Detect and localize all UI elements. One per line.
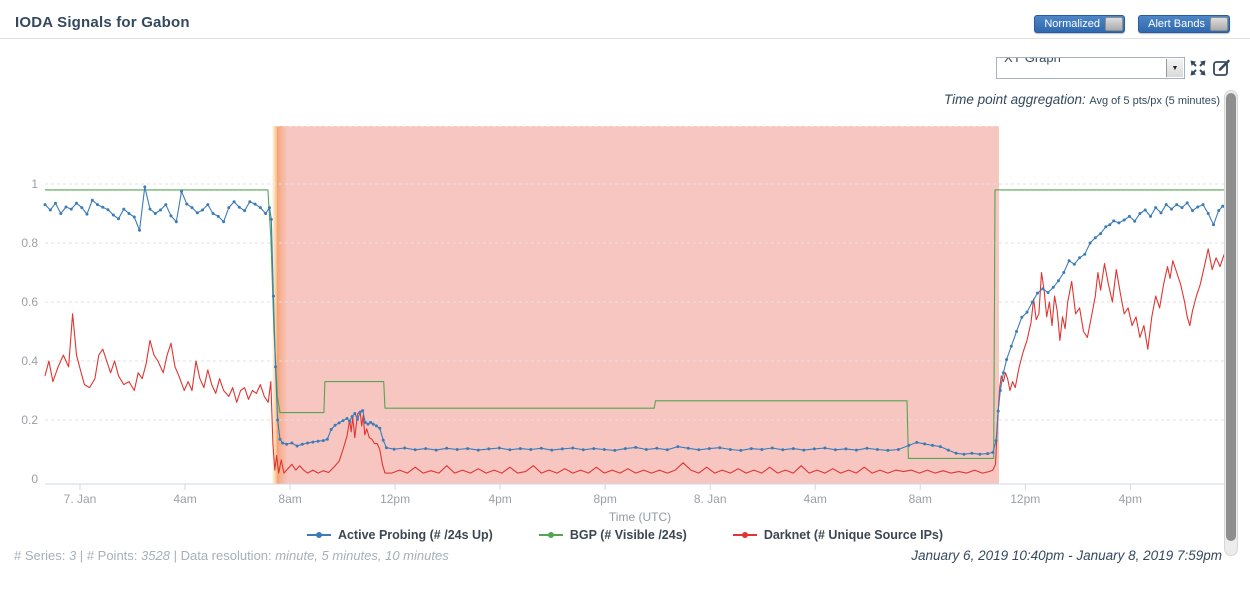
y-axis-label: 0 [31, 472, 38, 486]
points-count-value: 3528 [141, 548, 170, 563]
expand-arrows-icon [1190, 60, 1206, 76]
chevron-down-icon[interactable]: ▼ [1166, 59, 1183, 77]
series-bgp-visible-24s [45, 189, 1235, 459]
legend-dot-icon [547, 532, 554, 538]
series-count-label: # Series: [14, 548, 66, 563]
separator: | [173, 548, 177, 563]
legend-dot-icon [741, 532, 748, 538]
x-tick-label: 12pm [1010, 492, 1040, 506]
series-active-probing-24s-up [43, 185, 1237, 456]
y-axis-label: 0.4 [21, 354, 38, 368]
y-axis-label: 0.6 [21, 295, 38, 309]
series-count-value: 3 [68, 548, 77, 563]
alert-bands-toggle-button[interactable]: Alert Bands [1138, 15, 1230, 33]
legend-marker-icon [732, 532, 757, 538]
chart-type-selected-value: XY Graph [1004, 57, 1061, 65]
aggregation-label: Time point aggregation: [944, 92, 1086, 107]
legend-marker-icon [306, 532, 331, 538]
edit-chart-button[interactable] [1212, 58, 1232, 78]
band-outage-pink [276, 126, 999, 484]
x-tick-label: 8. Jan [694, 492, 727, 506]
legend-item[interactable]: Active Probing (# /24s Up) [306, 528, 493, 542]
chart-legend: Active Probing (# /24s Up) BGP (# Visible… [0, 528, 1250, 542]
series-stats: # Series: 3 | # Points: 3528 | Data reso… [14, 548, 449, 563]
data-resolution-value: minute, 5 minutes, 10 minutes [275, 548, 449, 563]
legend-item[interactable]: Darknet (# Unique Source IPs) [732, 528, 944, 542]
x-tick-label: 8am [909, 492, 932, 506]
page-title: IODA Signals for Gabon [15, 14, 190, 31]
chart-type-dropdown[interactable]: XY Graph ▼ [996, 57, 1185, 79]
y-grid: 0 0.2 0.4 0.6 0.8 1 [21, 177, 1235, 486]
x-tick-label: 4am [804, 492, 827, 506]
x-axis: 7. Jan 4am 8am 12pm 4pm 8pm 8. Jan 4am 8am 12pm 4p… [45, 483, 1235, 524]
legend-item[interactable]: BGP (# Visible /24s) [538, 528, 687, 542]
alert-bands-layer [272, 125, 999, 484]
x-tick-label: 7. Jan [64, 492, 97, 506]
chart-scrollbar-track[interactable] [1224, 90, 1238, 556]
legend-label: Active Probing (# /24s Up) [337, 528, 493, 542]
separator: | [79, 548, 84, 563]
legend-label: BGP (# Visible /24s) [569, 528, 687, 542]
legend-label: Darknet (# Unique Source IPs) [763, 528, 944, 542]
date-range: January 6, 2019 10:40pm - January 8, 201… [911, 548, 1222, 563]
x-tick-label: 8am [278, 492, 301, 506]
edit-pencil-icon [1213, 59, 1230, 76]
y-axis-label: 1 [31, 177, 38, 191]
normalized-toggle-label: Normalized [1044, 18, 1100, 30]
x-axis-title: Time (UTC) [609, 510, 671, 524]
x-tick-label: 4pm [1119, 492, 1142, 506]
data-resolution-label: Data resolution: [180, 548, 272, 563]
fullscreen-expand-button[interactable] [1188, 58, 1208, 78]
chart-scrollbar-thumb[interactable] [1226, 93, 1236, 541]
legend-dot-icon [315, 532, 322, 538]
series-darknet-unique-source-ips [44, 248, 1236, 474]
alert-bands-toggle-label: Alert Bands [1148, 18, 1205, 30]
y-axis-label: 0.8 [21, 236, 38, 250]
x-tick-label: 12pm [380, 492, 410, 506]
x-tick-label: 4pm [488, 492, 511, 506]
aggregation-value: Avg of 5 pts/px (5 minutes) [1089, 95, 1220, 107]
time-point-aggregation: Time point aggregation: Avg of 5 pts/px … [944, 92, 1220, 107]
x-tick-label: 8pm [593, 492, 616, 506]
toggle-knob [1210, 17, 1228, 31]
x-tick-label: 4am [173, 492, 196, 506]
header-bar: IODA Signals for Gabon Normalized Alert … [0, 0, 1250, 39]
normalized-toggle-button[interactable]: Normalized [1034, 15, 1125, 33]
points-count-label: # Points: [86, 548, 138, 563]
y-axis-label: 0.2 [21, 413, 38, 427]
toggle-knob [1105, 17, 1123, 31]
legend-marker-icon [538, 532, 563, 538]
